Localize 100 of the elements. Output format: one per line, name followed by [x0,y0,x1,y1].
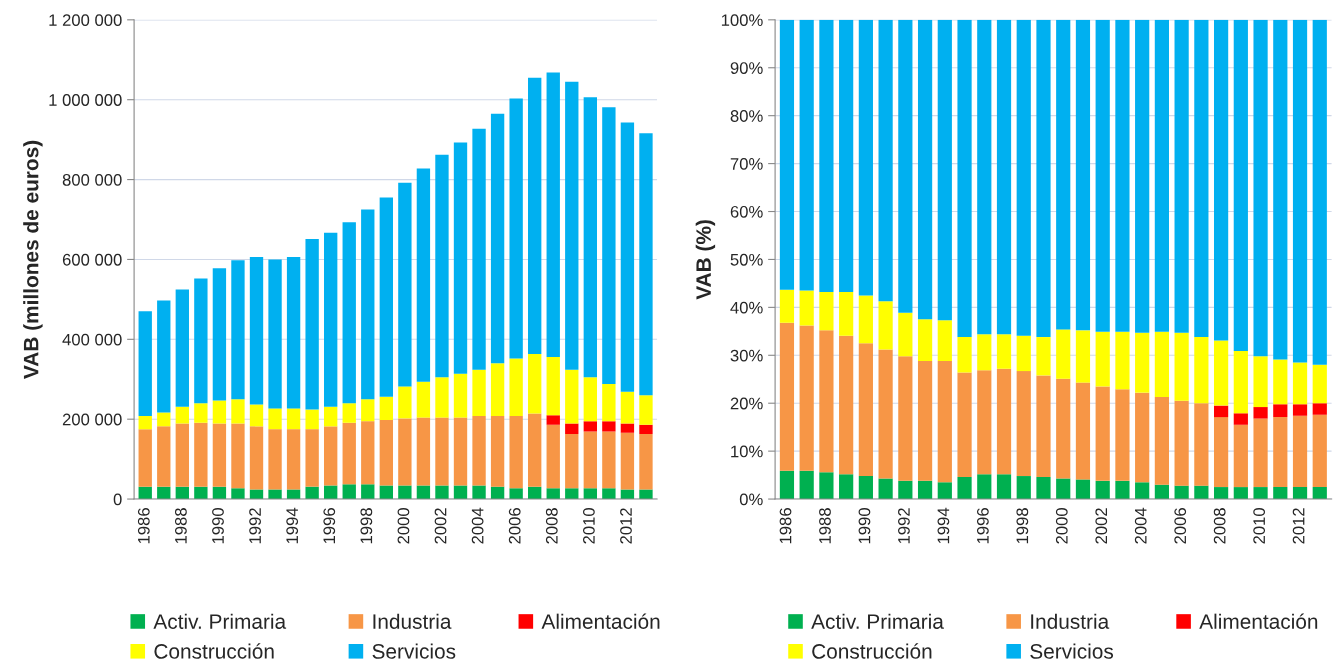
bar [1194,19,1209,338]
bar [799,470,814,500]
bar [1154,19,1169,332]
bar [1233,413,1248,425]
bar [398,485,412,500]
x-tick-label: 2004 [1134,507,1147,544]
bar [305,409,319,430]
bar [937,320,952,362]
bar [379,396,393,420]
bar [858,343,873,477]
x-tick-label: 1998 [360,508,373,544]
y-tick-label: 60% [730,205,763,218]
bar [839,335,854,475]
bar [583,431,597,489]
y-tick-label: 70% [730,158,763,170]
bar [1213,19,1229,341]
bar [546,488,560,500]
bar [996,474,1012,500]
bar [977,474,992,500]
bar [583,421,597,432]
x-tick-label: 1996 [976,508,989,544]
bar [342,403,356,423]
x-tick-label: 2010 [583,508,595,544]
bar [398,182,412,387]
bar [212,400,227,424]
bar [379,419,393,486]
bar [639,489,653,500]
x-tick-label: 2004 [471,507,484,544]
bar [957,337,972,373]
bar [858,295,873,344]
bar [839,292,854,336]
bar [1233,19,1248,351]
bar [1292,19,1308,363]
bar [917,319,933,362]
legend-label: Industria [373,613,452,629]
legend-label: Activ. Primaria [811,613,944,629]
bar [1174,19,1189,333]
bar [1095,386,1110,481]
bar [937,19,952,321]
bar [398,418,412,486]
bar [1253,487,1268,500]
bar [490,415,505,487]
bar [878,478,893,500]
bar [583,377,597,422]
bar [398,386,412,419]
bar [639,395,653,425]
bar [268,489,282,500]
y-tick-label: 600 000 [62,253,122,266]
bar [453,485,468,500]
y-tick-label: 1 000 000 [49,94,122,106]
bar [138,415,152,430]
bar [799,19,814,291]
bar [1095,331,1110,387]
bar [1233,350,1248,414]
y-tick-label: 800 000 [62,173,122,186]
bar [1253,19,1268,357]
x-tick-label: 1988 [174,508,187,544]
x-tick-label: 2006 [508,508,521,544]
bar [231,488,245,500]
bar [1273,404,1288,418]
x-tick-label: 2008 [1213,508,1226,544]
bar [1213,417,1229,488]
bar [996,334,1012,369]
x-tick-label: 2002 [1095,508,1108,544]
x-tick-label: 2000 [1055,508,1068,544]
bar [1016,19,1031,336]
bar [898,312,913,357]
y-tick-label: 400 000 [62,333,122,346]
bar [1075,330,1091,383]
x-tick-label: 2002 [434,508,447,544]
bar [1016,371,1031,477]
bar [231,260,245,400]
bar [416,168,431,382]
bar [379,485,393,500]
bar [1056,378,1071,479]
bar [305,429,319,487]
bar [1233,487,1248,500]
bar [194,486,208,500]
x-tick-label: 1994 [937,507,950,544]
bar [779,470,795,500]
bar [1273,19,1288,360]
x-tick-label: 1990 [858,508,871,544]
bar [231,423,245,489]
bar [1273,417,1288,488]
bar [977,334,992,371]
legend-label: Servicios [1030,643,1114,659]
x-tick-label: 1992 [249,508,261,544]
bar [490,113,505,364]
bar [361,421,375,485]
bar [416,485,431,500]
bar [1115,19,1130,332]
bar [1253,407,1268,419]
x-tick-label: 1988 [819,508,831,544]
x-tick-label: 2000 [397,508,410,544]
y-tick-label: 40% [730,301,763,314]
bar [249,404,264,427]
bar [472,128,486,370]
y-tick-label: 1 200 000 [49,14,122,27]
bar [1253,418,1268,488]
bar [639,133,653,396]
